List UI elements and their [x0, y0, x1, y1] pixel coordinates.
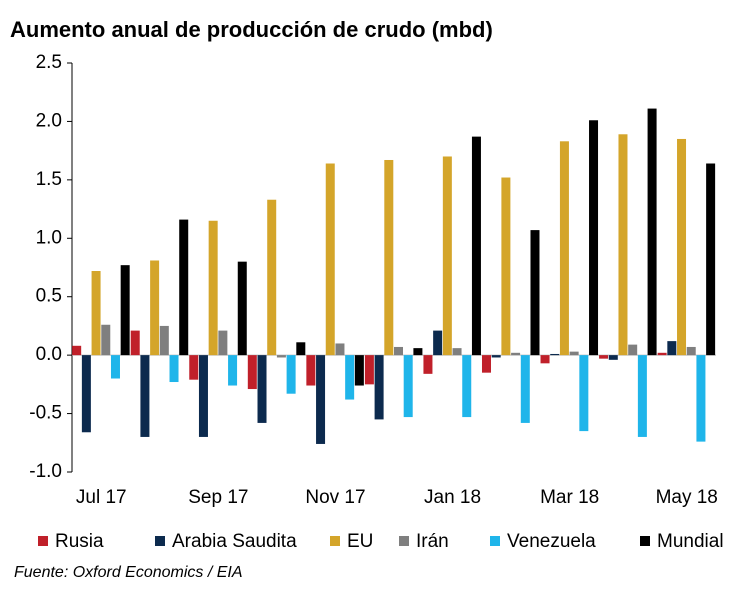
bar — [394, 346, 403, 356]
bar — [247, 355, 257, 390]
bar — [501, 177, 511, 356]
bar — [257, 355, 267, 423]
bar — [618, 134, 628, 356]
bar — [550, 353, 560, 356]
bar — [374, 355, 384, 420]
x-tick-label: Jul 17 — [76, 487, 127, 508]
bar — [657, 352, 667, 356]
bar — [296, 342, 306, 356]
bar — [628, 344, 638, 356]
y-tick-label: -1.0 — [29, 461, 62, 482]
legend-label: Venezuela — [507, 531, 596, 552]
legend-swatch — [330, 536, 340, 546]
bar — [462, 355, 472, 418]
x-tick-label: Jan 18 — [424, 487, 481, 508]
bar — [335, 343, 345, 356]
y-tick-label: 2.0 — [36, 110, 62, 131]
bar — [491, 355, 501, 358]
bar — [589, 120, 599, 356]
legend-swatch — [490, 536, 500, 546]
bar — [608, 355, 618, 360]
bar — [101, 324, 111, 356]
bar — [72, 345, 82, 356]
bar — [706, 163, 716, 356]
bar — [179, 219, 189, 356]
y-tick-label: 1.5 — [36, 169, 62, 190]
bar — [696, 355, 706, 442]
bar — [276, 355, 286, 358]
legend-label: Irán — [416, 531, 449, 552]
bar — [667, 341, 677, 356]
bar — [316, 355, 326, 444]
bar — [423, 355, 433, 374]
bar — [198, 355, 208, 437]
y-tick-label: 2.5 — [36, 52, 62, 73]
bar — [218, 330, 228, 356]
legend-label: Rusia — [55, 531, 104, 552]
bar — [150, 260, 160, 356]
bar — [120, 265, 130, 356]
legend-swatch — [155, 536, 165, 546]
bar — [345, 355, 355, 400]
bar — [306, 355, 316, 386]
bar — [637, 355, 647, 437]
y-tick-label: -0.5 — [29, 403, 62, 424]
bar — [384, 159, 394, 356]
legend-swatch — [640, 536, 650, 546]
bar — [442, 156, 452, 356]
bar — [81, 355, 91, 433]
bar — [677, 138, 687, 356]
bar — [540, 355, 550, 364]
bar — [433, 330, 443, 356]
bar — [511, 352, 521, 356]
chart-title: Aumento anual de producción de crudo (mb… — [10, 17, 493, 42]
x-tick-label: Mar 18 — [540, 487, 599, 508]
bar — [530, 230, 540, 356]
bar — [403, 355, 413, 418]
bar — [130, 330, 140, 356]
bar — [325, 163, 335, 356]
bar — [140, 355, 150, 437]
x-tick-label: Sep 17 — [188, 487, 248, 508]
bar — [237, 261, 247, 356]
bar — [91, 271, 101, 356]
bar — [110, 355, 120, 379]
bar — [354, 355, 364, 386]
legend-swatch — [399, 536, 409, 546]
bar — [452, 348, 462, 356]
bar — [286, 355, 296, 394]
legend-swatch — [38, 536, 48, 546]
bar — [159, 325, 169, 356]
bar — [189, 355, 199, 380]
bar — [228, 355, 238, 386]
bar — [647, 108, 657, 356]
bar — [208, 220, 218, 356]
bar — [569, 351, 579, 356]
legend-label: Arabia Saudita — [172, 531, 297, 552]
y-tick-label: 1.0 — [36, 227, 62, 248]
bar — [686, 346, 696, 356]
bar — [267, 199, 277, 356]
legend-label: Mundial — [657, 531, 724, 552]
x-tick-label: Nov 17 — [305, 487, 365, 508]
bar — [579, 355, 589, 432]
x-tick-label: May 18 — [656, 487, 718, 508]
bar — [364, 355, 374, 385]
y-tick-label: 0.5 — [36, 286, 62, 307]
source-note: Fuente: Oxford Economics / EIA — [14, 564, 243, 581]
bar — [413, 348, 423, 356]
bar — [481, 355, 491, 373]
bar — [169, 355, 179, 383]
legend-label: EU — [347, 531, 373, 552]
bar — [559, 141, 569, 356]
bar — [471, 136, 481, 356]
bar — [599, 355, 609, 359]
y-tick-label: 0.0 — [36, 344, 62, 365]
bar — [520, 355, 530, 423]
